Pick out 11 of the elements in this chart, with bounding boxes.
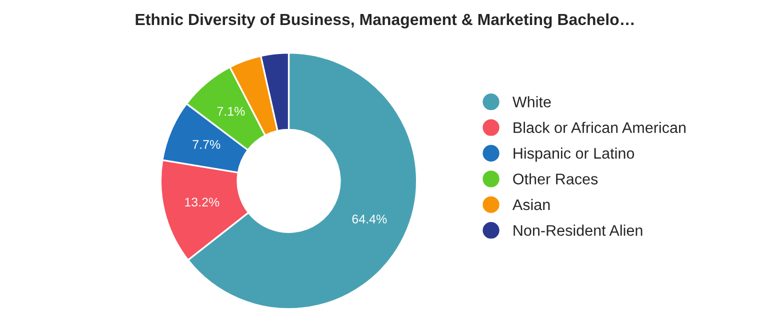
legend-label: White xyxy=(512,96,551,108)
legend-label: Other Races xyxy=(513,173,598,184)
chart-title: Ethnic Diversity of Business, Management & Marketing Bachelo… xyxy=(136,13,634,28)
data-label: 7.1% xyxy=(217,106,245,116)
data-label: 64.4% xyxy=(352,214,387,224)
data-label: 13.2% xyxy=(185,198,220,207)
legend-label: Black or African American xyxy=(514,122,686,134)
data-label: 7.7% xyxy=(192,140,220,149)
legend-label: Asian xyxy=(512,198,550,210)
legend-label: Non-Resident Alien xyxy=(514,224,642,236)
legend-label: Hispanic or Latino xyxy=(514,148,634,162)
